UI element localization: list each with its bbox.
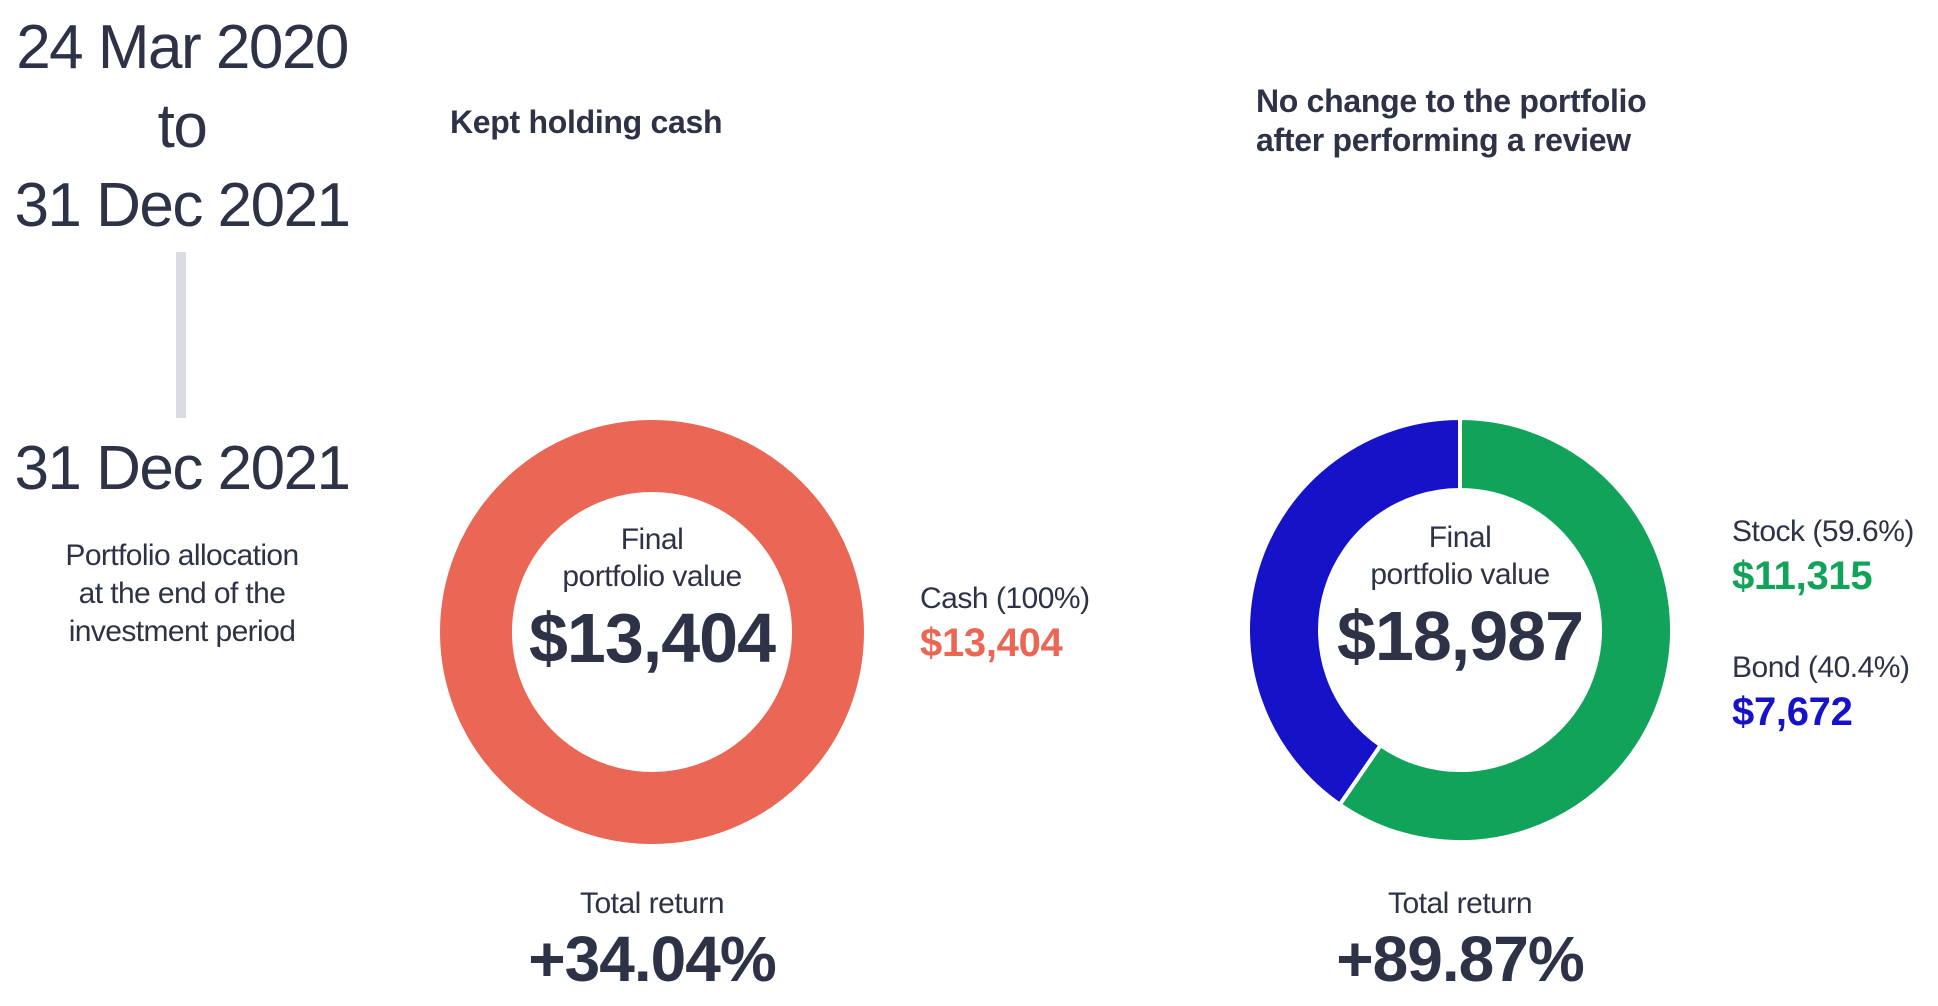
final-portfolio-value-label: Final portfolio value: [440, 521, 864, 595]
total-return-value: +34.04%: [528, 923, 776, 995]
legend-label: Cash (100%): [920, 582, 1090, 615]
period-connector: to: [157, 92, 208, 161]
scenario-1-legend: Cash (100%) $13,404: [920, 581, 1090, 667]
snapshot-date: 31 Dec 2021: [14, 434, 351, 503]
scenario-2-title-line: No change to the portfolio: [1256, 83, 1647, 119]
scenario-2-donut-center: Final portfolio value $18,987: [1248, 519, 1672, 675]
final-label-line: Final: [1428, 521, 1492, 554]
legend-label: Bond (40.4%): [1732, 651, 1910, 684]
scenario-1-title-line: Kept holding cash: [450, 104, 723, 140]
scenario-1-donut-center: Final portfolio value $13,404: [440, 521, 864, 677]
final-label-line: portfolio value: [562, 560, 742, 593]
total-return-label: Total return: [579, 887, 725, 920]
legend-value: $11,315: [1732, 554, 1873, 598]
scenario-2-total-return: Total return +89.87%: [1248, 886, 1672, 994]
snapshot-description-line: investment period: [68, 615, 296, 648]
snapshot-description-line: at the end of the: [78, 577, 286, 610]
scenario-2-title-line: after performing a review: [1256, 122, 1631, 158]
legend-value: $7,672: [1732, 690, 1853, 734]
donut-slice-bond: [1248, 418, 1462, 808]
investment-period: 24 Mar 2020 to 31 Dec 2021: [0, 8, 364, 245]
final-portfolio-value-label: Final portfolio value: [1248, 519, 1672, 593]
final-portfolio-value: $13,404: [528, 599, 776, 677]
donut-chart-cash: [440, 420, 864, 844]
snapshot-description: Portfolio allocation at the end of the i…: [0, 537, 364, 651]
final-label-line: Final: [620, 523, 684, 556]
timeline-connector-bar: [176, 252, 186, 418]
final-portfolio-value: $18,987: [1336, 597, 1584, 675]
legend-item-bond: Bond (40.4%) $7,672: [1732, 650, 1914, 736]
scenario-2-title: No change to the portfolio after perform…: [1256, 82, 1647, 160]
final-label-line: portfolio value: [1370, 558, 1550, 591]
snapshot-description-line: Portfolio allocation: [65, 539, 299, 572]
donut-chart-stock-bond: [1248, 418, 1672, 842]
legend-item-stock: Stock (59.6%) $11,315: [1732, 514, 1914, 600]
donut-slice-stock: [1336, 418, 1672, 842]
period-end-date: 31 Dec 2021: [14, 171, 351, 240]
total-return-value: +89.87%: [1336, 923, 1584, 995]
period-start-date: 24 Mar 2020: [16, 13, 349, 82]
scenario-1-total-return: Total return +34.04%: [440, 886, 864, 994]
legend-label: Stock (59.6%): [1732, 515, 1914, 548]
legend-value: $13,404: [920, 621, 1063, 665]
total-return-label: Total return: [1387, 887, 1533, 920]
scenario-1-title: Kept holding cash: [450, 103, 723, 142]
legend-item-cash: Cash (100%) $13,404: [920, 581, 1090, 667]
scenario-2-legend: Stock (59.6%) $11,315 Bond (40.4%) $7,67…: [1732, 514, 1914, 736]
